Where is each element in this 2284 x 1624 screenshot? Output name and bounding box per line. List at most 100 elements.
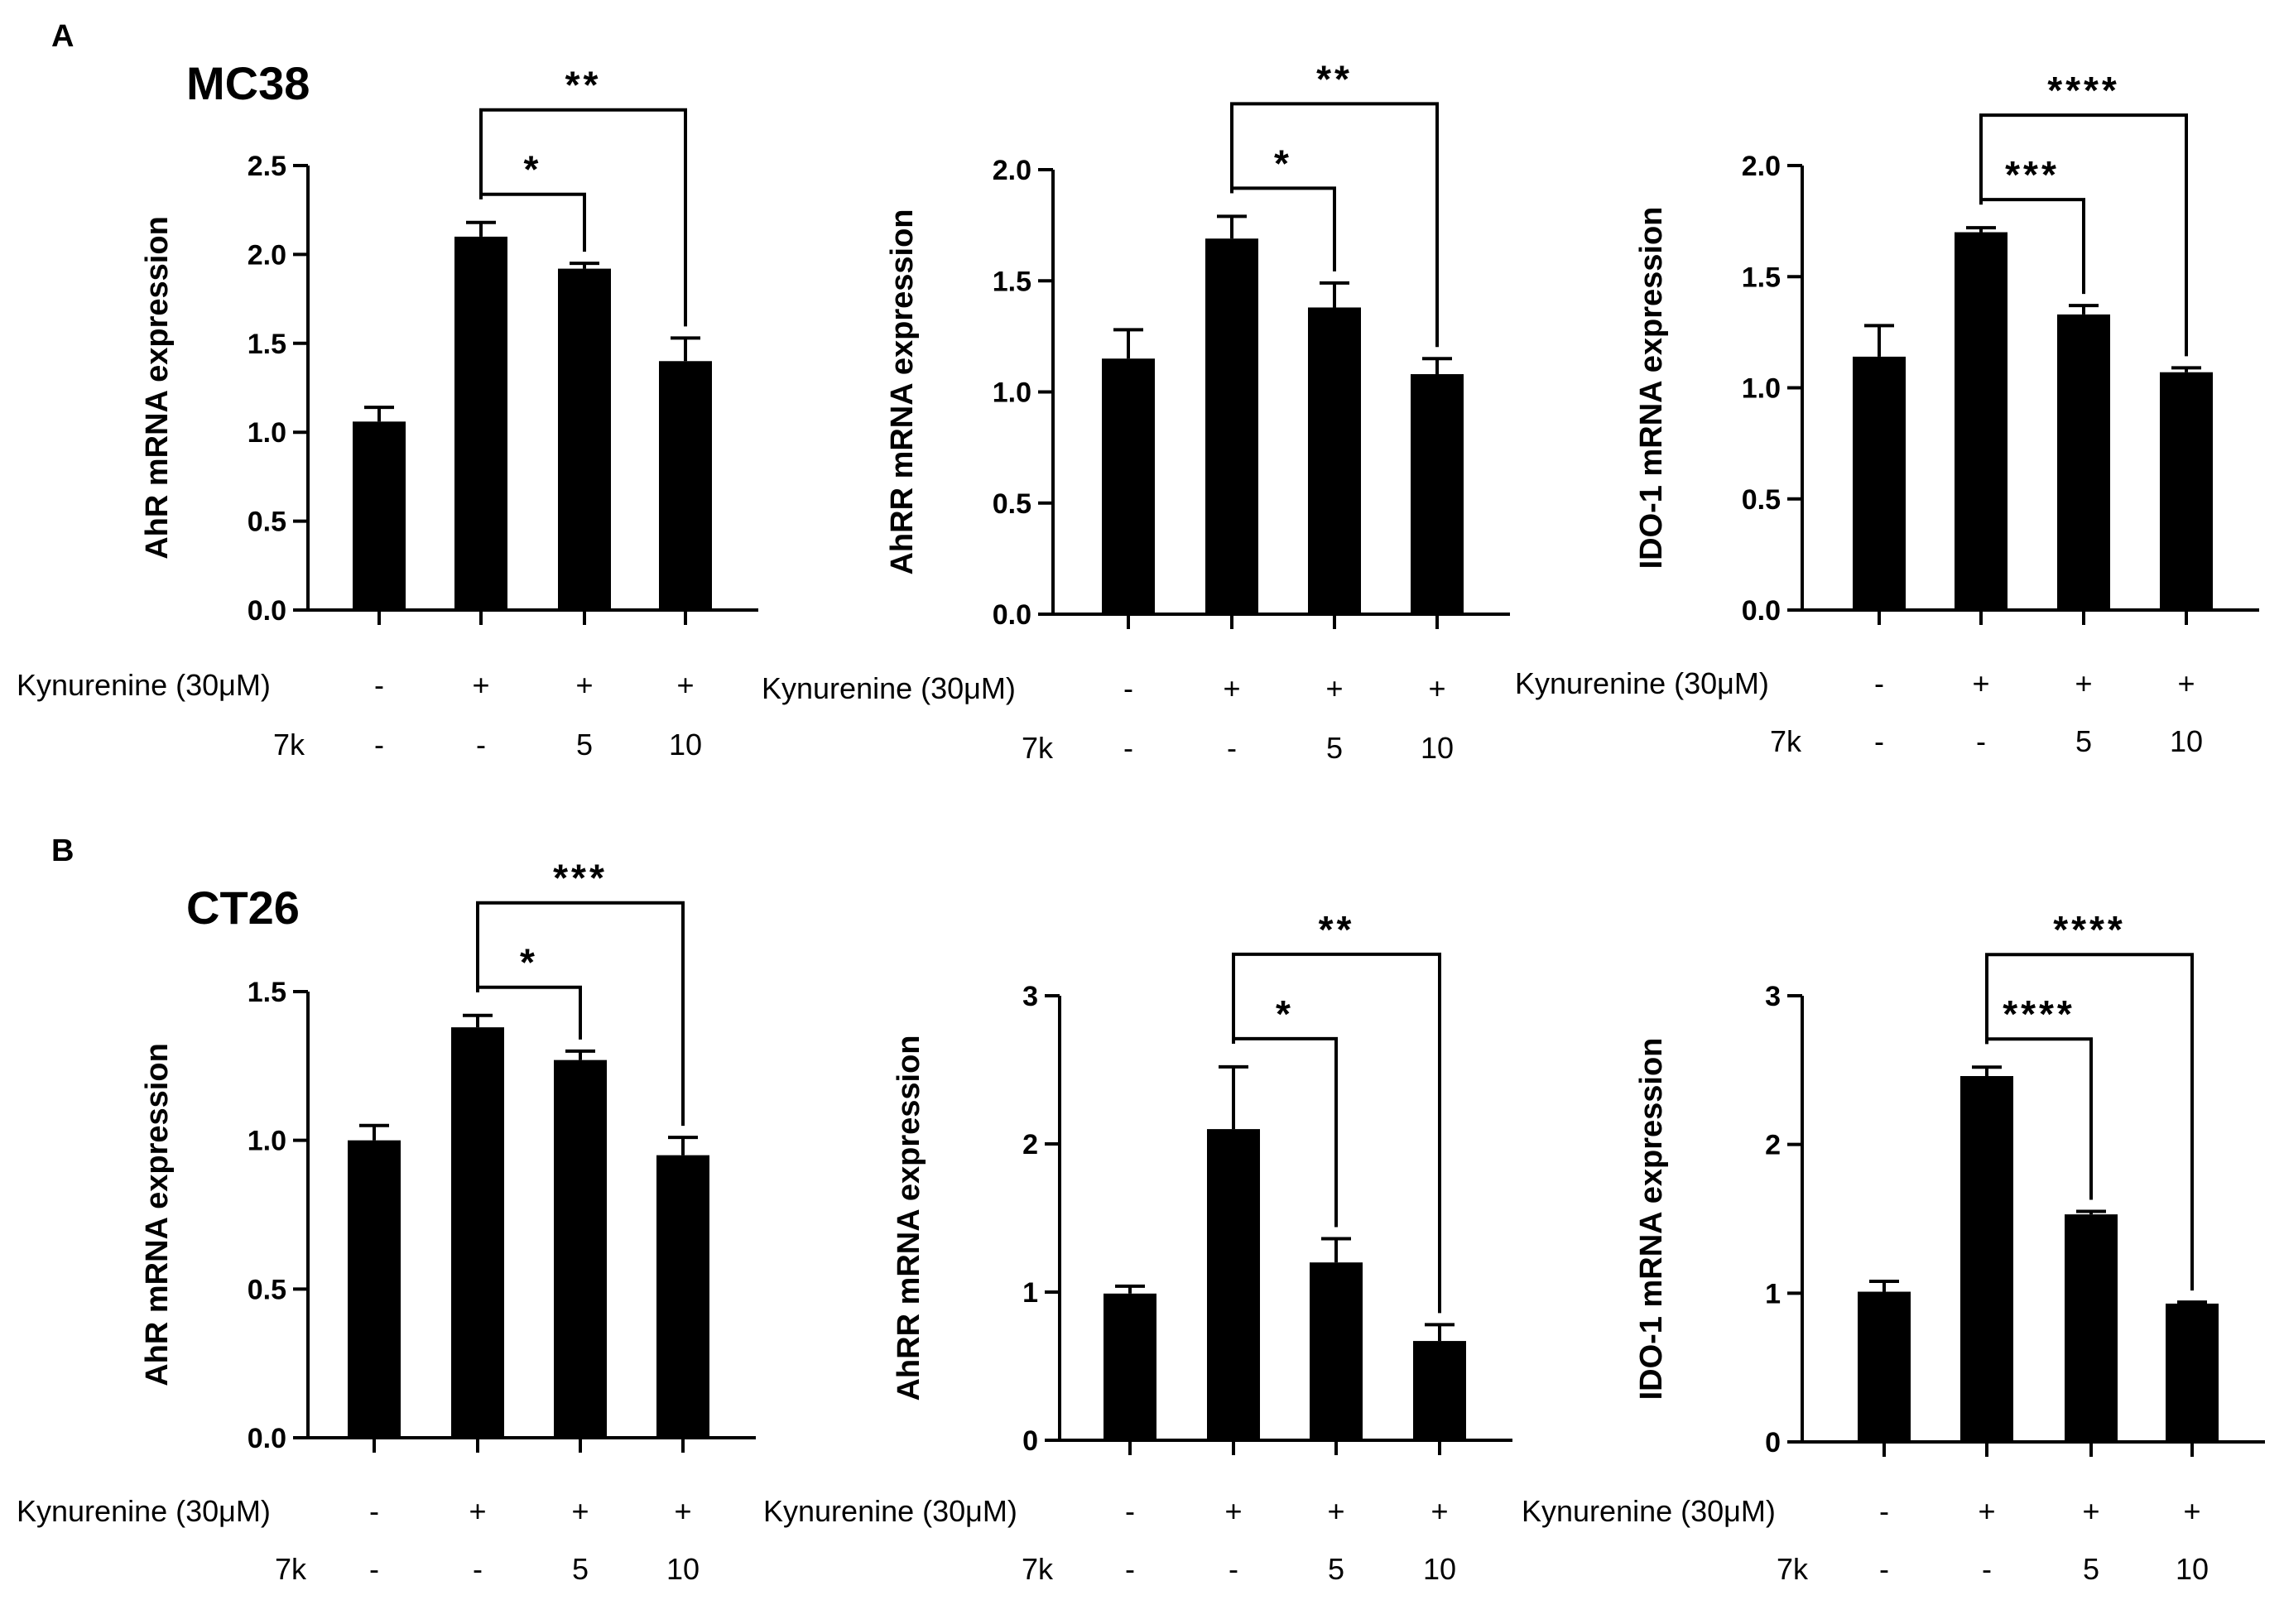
condition-value: - <box>1229 1552 1238 1586</box>
condition-value: + <box>1325 671 1343 705</box>
condition-value: - <box>476 728 486 762</box>
condition-row-label: Kynurenine (30μM) <box>17 668 271 702</box>
condition-row-label: 7k <box>1777 1552 1809 1586</box>
condition-value: - <box>1874 724 1884 758</box>
condition-row-label: 7k <box>273 728 305 762</box>
y-tick-label: 0.0 <box>993 599 1031 631</box>
condition-value: - <box>473 1552 483 1586</box>
y-axis-label: IDO-1 mRNA expression <box>1634 207 1669 569</box>
y-tick-label: 2.0 <box>1742 151 1781 182</box>
significance-label: * <box>1274 142 1292 185</box>
condition-value: + <box>575 668 593 702</box>
condition-value: + <box>2183 1494 2200 1528</box>
y-tick-label: 0.5 <box>993 488 1031 520</box>
condition-value: + <box>571 1494 589 1528</box>
significance-label: ** <box>565 64 602 107</box>
condition-row-label: Kynurenine (30μM) <box>1515 666 1769 700</box>
bar <box>659 361 712 610</box>
bar <box>2065 1214 2118 1442</box>
bar <box>1413 1341 1466 1440</box>
condition-value: - <box>1123 671 1133 705</box>
bar <box>2057 314 2110 610</box>
condition-value: - <box>374 668 384 702</box>
condition-value: - <box>369 1552 379 1586</box>
condition-value: - <box>1123 731 1133 765</box>
condition-value: + <box>2177 666 2195 700</box>
bar <box>1858 1291 1911 1442</box>
significance-bracket <box>479 108 687 327</box>
y-tick-label: 3 <box>1022 981 1038 1012</box>
y-tick-label: 1 <box>1765 1278 1781 1309</box>
condition-value: + <box>2075 666 2092 700</box>
bar <box>558 268 611 610</box>
bar <box>454 236 507 610</box>
condition-value: + <box>676 668 694 702</box>
y-tick-label: 1.5 <box>1742 262 1781 293</box>
bar <box>1960 1076 2013 1442</box>
significance-label: **** <box>2047 69 2120 112</box>
condition-value: 5 <box>2083 1552 2099 1586</box>
y-tick-label: 1.5 <box>248 977 286 1008</box>
chart-6: 0 1 2 3 IDO-1 mRNA expression **** **** Kynuren… <box>1522 908 2265 1586</box>
bar <box>1955 232 2008 610</box>
y-tick-label: 1.0 <box>993 377 1031 409</box>
significance-label: **** <box>2003 992 2075 1035</box>
bar <box>348 1140 401 1438</box>
condition-value: + <box>674 1494 691 1528</box>
bar <box>353 421 406 610</box>
condition-row-label: 7k <box>1022 1552 1054 1586</box>
y-axis-label: AhR mRNA expression <box>140 216 175 560</box>
condition-value: + <box>469 1494 486 1528</box>
condition-value: - <box>1227 731 1237 765</box>
panel-a-letter: A <box>51 19 74 54</box>
bar <box>1207 1129 1260 1440</box>
y-axis-label: IDO-1 mRNA expression <box>1634 1038 1669 1401</box>
significance-label: * <box>524 148 542 191</box>
bar <box>656 1155 709 1438</box>
y-tick-label: 0.5 <box>1742 484 1781 516</box>
y-tick-label: 1.5 <box>248 329 286 360</box>
y-tick-label: 2.5 <box>248 151 286 182</box>
condition-value: - <box>1982 1552 1992 1586</box>
significance-label: **** <box>2053 908 2126 951</box>
condition-value: + <box>1327 1494 1344 1528</box>
condition-row-label: Kynurenine (30μM) <box>763 1494 1017 1528</box>
y-tick-label: 1.0 <box>248 1126 286 1157</box>
bar <box>1205 238 1258 614</box>
condition-row-label: 7k <box>1770 724 1802 758</box>
panel-b-cell-line-title: CT26 <box>186 882 300 934</box>
panel-b-letter: B <box>51 834 74 868</box>
condition-value: - <box>1976 724 1986 758</box>
condition-value: 10 <box>2176 1552 2209 1586</box>
y-tick-label: 2 <box>1765 1130 1781 1161</box>
condition-value: - <box>1879 1552 1889 1586</box>
y-tick-label: 2 <box>1022 1129 1038 1160</box>
condition-row-label: Kynurenine (30μM) <box>17 1494 271 1528</box>
condition-value: 10 <box>666 1552 700 1586</box>
condition-value: 10 <box>669 728 702 762</box>
y-tick-label: 0.5 <box>248 1274 286 1305</box>
condition-row-label: Kynurenine (30μM) <box>1522 1494 1776 1528</box>
condition-value: - <box>369 1494 379 1528</box>
condition-row-label: 7k <box>275 1552 307 1586</box>
condition-value: 10 <box>1423 1552 1456 1586</box>
condition-value: + <box>1224 1494 1242 1528</box>
y-tick-label: 1 <box>1022 1277 1038 1309</box>
y-tick-label: 0 <box>1022 1425 1038 1457</box>
bar <box>451 1027 504 1438</box>
condition-value: 5 <box>572 1552 589 1586</box>
bar <box>2160 372 2213 610</box>
bar <box>1104 1293 1156 1440</box>
y-axis-label: AhRR mRNA expression <box>885 209 920 574</box>
y-axis-label: AhR mRNA expression <box>140 1043 175 1386</box>
condition-value: - <box>1125 1494 1135 1528</box>
y-tick-label: 0.0 <box>1742 595 1781 627</box>
y-tick-label: 0.0 <box>248 1423 286 1454</box>
condition-value: 10 <box>2170 724 2203 758</box>
significance-bracket <box>1230 102 1439 348</box>
condition-value: 5 <box>576 728 593 762</box>
bar <box>1411 374 1464 614</box>
condition-value: - <box>1125 1552 1135 1586</box>
